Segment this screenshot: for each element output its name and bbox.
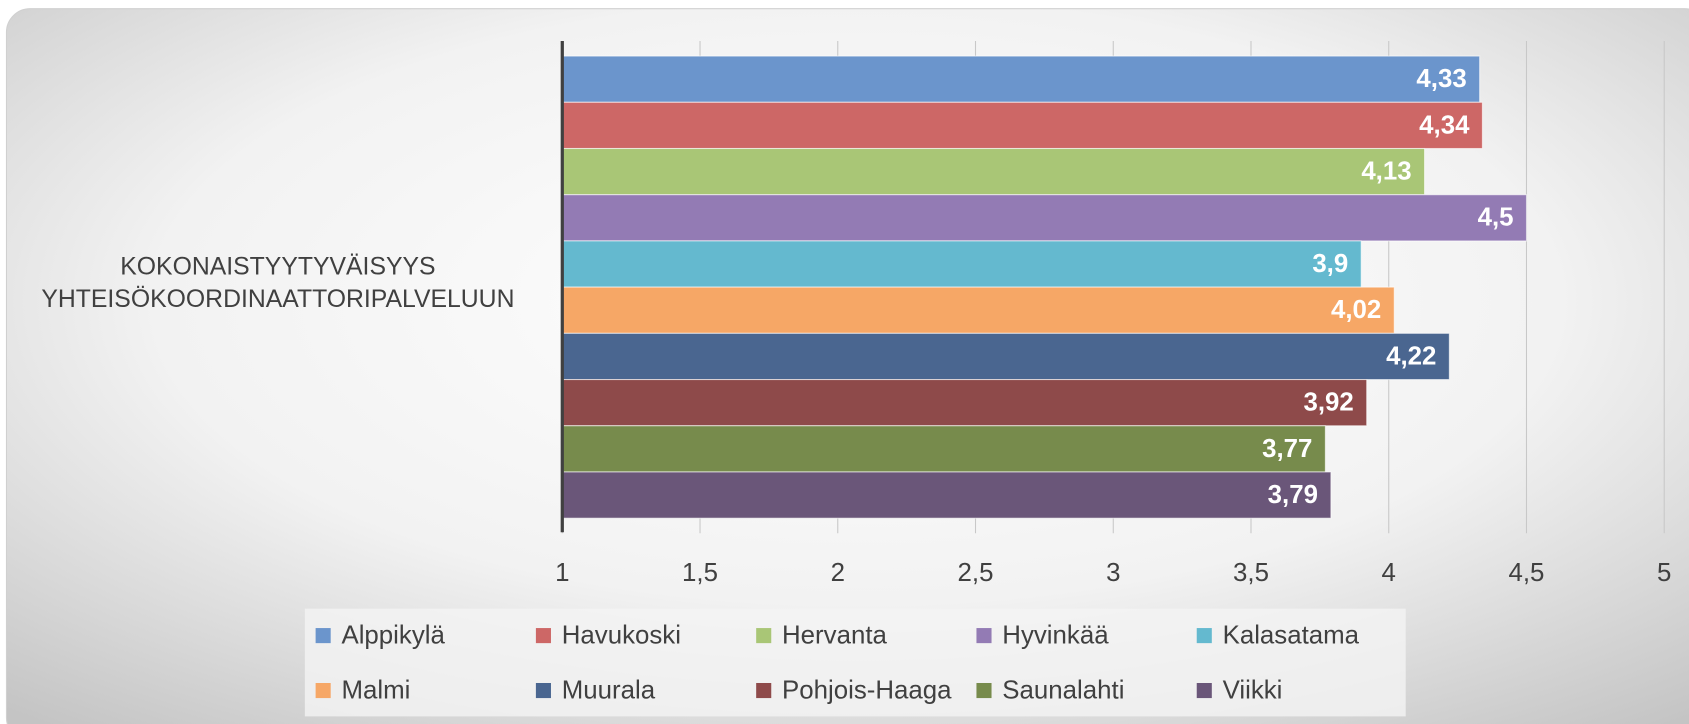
bar (561, 379, 1368, 427)
x-tick-label: 4 (1382, 559, 1396, 587)
data-label: 4,22 (1386, 342, 1436, 370)
legend-label: Alppikylä (341, 622, 445, 650)
bar (561, 332, 1450, 381)
data-label: 4,13 (1361, 158, 1411, 186)
data-label: 3,79 (1268, 481, 1318, 509)
legend-label: Pohjois-Haaga (782, 676, 952, 704)
legend-swatch (976, 628, 992, 644)
legend-label: Muurala (562, 676, 656, 704)
data-label: 3,92 (1303, 389, 1353, 417)
bar (561, 240, 1362, 288)
legend-label: Kalasatama (1223, 622, 1360, 650)
x-tick-label: 5 (1657, 559, 1671, 587)
data-label: 4,33 (1416, 65, 1466, 93)
x-tick-label: 3,5 (1233, 559, 1269, 587)
x-tick-label: 4,5 (1509, 559, 1545, 587)
legend-swatch (756, 682, 772, 699)
category-label: KOKONAISTYYTYVÄISYYS YHTEISÖKOORDINAATTO… (41, 252, 515, 313)
legend-label: Saunalahti (1002, 676, 1124, 704)
bar (561, 147, 1426, 196)
data-label: 3,9 (1312, 250, 1348, 278)
x-tick-label: 3 (1106, 559, 1120, 587)
x-tick-label: 2,5 (958, 559, 994, 587)
legend-label: Hyvinkää (1002, 622, 1109, 650)
data-label: 3,77 (1262, 435, 1312, 463)
x-tick-label: 1 (555, 559, 569, 587)
legend-label: Hervanta (782, 622, 887, 650)
x-tick-label: 2 (831, 559, 845, 587)
data-label: 4,5 (1478, 204, 1514, 232)
legend-box (304, 608, 1406, 717)
legend-swatch (535, 628, 551, 644)
legend-label: Havukoski (562, 622, 681, 650)
data-label: 4,02 (1331, 296, 1381, 324)
legend-swatch (535, 682, 551, 699)
legend-label: Viikki (1223, 676, 1283, 704)
bar (561, 55, 1481, 103)
legend-swatch (976, 682, 992, 699)
legend-swatch (315, 628, 331, 644)
data-label: 4,34 (1419, 111, 1470, 139)
bar (561, 286, 1395, 334)
legend-swatch (315, 682, 331, 699)
legend-swatch (756, 628, 772, 644)
legend-swatch (1196, 628, 1212, 644)
legend-swatch (1196, 682, 1212, 699)
bar (561, 194, 1528, 242)
x-tick-label: 1,5 (682, 559, 718, 587)
bar (561, 425, 1326, 473)
bar (561, 471, 1332, 519)
category-label-box: KOKONAISTYYTYVÄISYYS YHTEISÖKOORDINAATTO… (41, 252, 515, 313)
legend-label: Malmi (341, 676, 410, 704)
bar (561, 101, 1483, 150)
